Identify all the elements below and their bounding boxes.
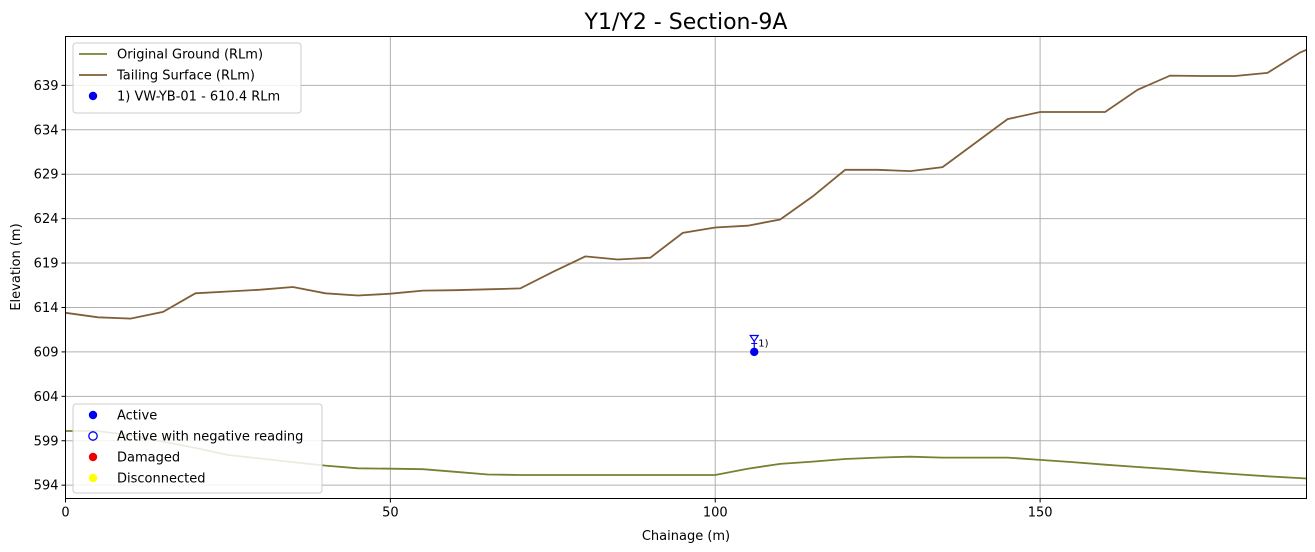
status-legend-box bbox=[72, 403, 323, 494]
plot-frame bbox=[65, 36, 1307, 499]
status-legend-marker bbox=[88, 410, 98, 420]
x-tick-label: 0 bbox=[61, 506, 69, 521]
x-tick-label: 50 bbox=[382, 506, 399, 521]
status-legend: Active Active with negative reading Damage… bbox=[72, 403, 323, 494]
legend-swatch-marker bbox=[88, 91, 98, 101]
status-legend-label: Active bbox=[117, 409, 157, 424]
x-tick-label: 150 bbox=[1028, 506, 1053, 521]
y-ticks: 594 599 604 609 614 619 624 629 634 639 bbox=[34, 79, 66, 494]
legend-label: 1) VW-YB-01 - 610.4 RLm bbox=[117, 90, 280, 105]
status-legend-label: Damaged bbox=[117, 451, 180, 466]
x-ticks: 0 50 100 150 bbox=[61, 498, 1053, 521]
chart-title: Y1/Y2 - Section-9A bbox=[584, 10, 788, 35]
series-legend: Original Ground (RLm) Tailing Surface (RL… bbox=[72, 42, 302, 114]
x-tick-label: 100 bbox=[703, 506, 728, 521]
y-tick-label: 639 bbox=[34, 79, 59, 94]
y-tick-label: 619 bbox=[34, 257, 59, 272]
y-tick-label: 609 bbox=[34, 345, 59, 360]
legend-label: Original Ground (RLm) bbox=[117, 48, 263, 63]
y-tick-label: 594 bbox=[34, 479, 59, 494]
y-tick-label: 629 bbox=[34, 168, 59, 183]
status-legend-marker bbox=[88, 431, 98, 441]
status-legend-label: Disconnected bbox=[117, 472, 205, 487]
series-legend-box bbox=[72, 42, 302, 114]
y-tick-label: 634 bbox=[34, 123, 59, 138]
series-line-1 bbox=[65, 48, 1307, 320]
water-level-triangle bbox=[749, 334, 760, 343]
status-legend-marker bbox=[88, 473, 98, 483]
y-tick-label: 599 bbox=[34, 434, 59, 449]
legend-label: Tailing Surface (RLm) bbox=[116, 69, 255, 84]
status-legend-label: Active with negative reading bbox=[117, 430, 303, 445]
instrument-point bbox=[750, 347, 759, 357]
y-axis-label: Elevation (m) bbox=[9, 223, 24, 310]
y-tick-label: 614 bbox=[34, 301, 59, 316]
status-legend-marker bbox=[88, 452, 98, 462]
y-tick-label: 624 bbox=[34, 212, 59, 227]
y-tick-label: 604 bbox=[34, 390, 59, 405]
instrument-tag: 1) bbox=[758, 338, 768, 349]
x-axis-label: Chainage (m) bbox=[642, 529, 730, 544]
